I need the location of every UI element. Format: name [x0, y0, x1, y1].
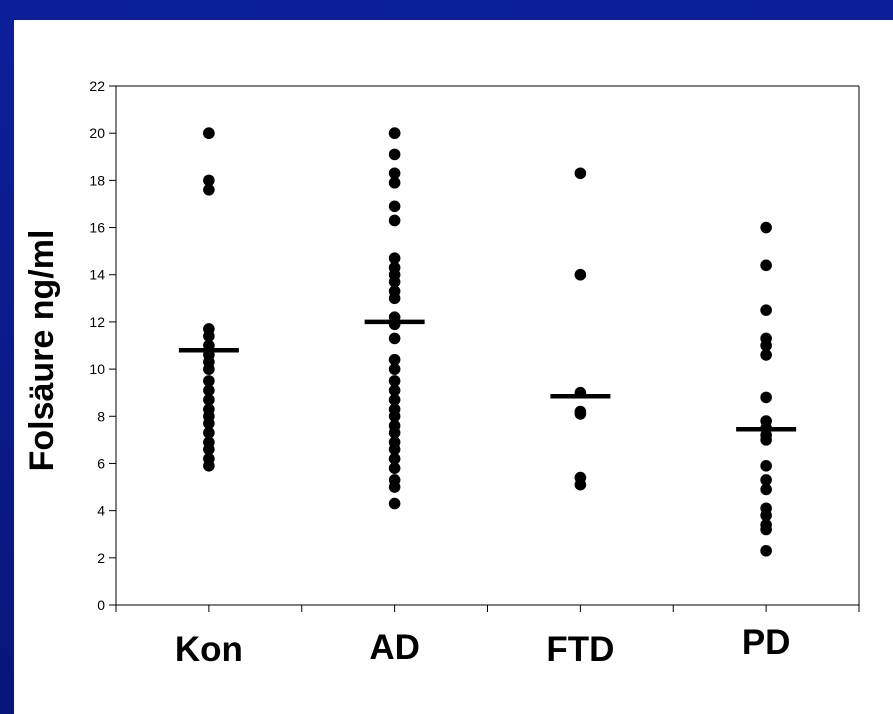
data-point [388, 393, 401, 406]
data-point [203, 184, 215, 196]
data-point [203, 330, 215, 342]
y-tick-label: 4 [97, 503, 105, 519]
data-point [388, 167, 401, 180]
data-point [388, 410, 401, 423]
data-point [760, 509, 772, 522]
data-point [203, 384, 215, 397]
data-point [760, 523, 772, 536]
data-point [760, 391, 772, 404]
data-point [760, 434, 772, 446]
data-point [760, 221, 772, 234]
dot-plot-chart: 0 2 4 6 8 10 12 14 16 18 20 22 Kon AD FTD PD Folsäure … [23, 78, 860, 669]
data-point [760, 349, 772, 361]
data-point [388, 363, 401, 375]
category-label-pd: PD [742, 623, 791, 662]
category-label-ftd: FTD [546, 630, 614, 669]
chart-panel: 0 2 4 6 8 10 12 14 16 18 20 22 Kon AD FTD PD Folsäure … [14, 20, 893, 714]
data-points [203, 127, 772, 557]
data-point [388, 462, 401, 474]
data-point [203, 363, 215, 375]
data-point [574, 167, 587, 180]
y-tick-label: 22 [89, 78, 105, 94]
median-bars [178, 319, 797, 432]
y-tick-label: 8 [97, 408, 105, 424]
data-point [388, 384, 401, 397]
y-tick-label: 12 [89, 314, 105, 330]
data-point [388, 276, 401, 288]
data-point [388, 252, 401, 265]
data-point [760, 483, 772, 496]
data-point [388, 127, 401, 139]
y-ticks: 0 2 4 6 8 10 12 14 16 18 20 22 [89, 78, 116, 613]
data-point [388, 375, 401, 387]
data-point [388, 443, 401, 456]
category-label-kon: Kon [175, 630, 243, 669]
data-point [388, 497, 401, 510]
category-label-ad: AD [369, 628, 420, 667]
data-point [574, 408, 587, 420]
y-tick-label: 10 [89, 361, 105, 377]
data-point [388, 332, 401, 345]
data-point [203, 460, 215, 472]
data-point [203, 443, 215, 456]
data-point [760, 460, 772, 472]
data-point [203, 393, 215, 406]
data-point [388, 353, 401, 366]
data-point [388, 292, 401, 305]
data-point [760, 304, 772, 316]
data-point [760, 544, 772, 557]
y-tick-label: 18 [89, 172, 105, 188]
data-point [574, 478, 587, 491]
y-tick-label: 14 [89, 267, 105, 283]
data-point [388, 148, 401, 161]
data-point [574, 268, 587, 281]
data-point [203, 127, 215, 139]
chart-axes [115, 85, 860, 606]
data-point [203, 174, 215, 187]
data-point [388, 426, 401, 439]
data-point [388, 176, 401, 189]
y-tick-label: 0 [97, 597, 105, 613]
x-ticks: Kon AD FTD PD [115, 605, 860, 669]
data-point [388, 200, 401, 213]
data-point [203, 417, 215, 430]
data-point [388, 481, 401, 493]
data-point [388, 452, 401, 465]
data-point [203, 375, 215, 387]
y-axis-label: Folsäure ng/ml [23, 230, 61, 472]
data-point [388, 214, 401, 227]
y-tick-label: 6 [97, 455, 105, 471]
data-point [760, 474, 772, 486]
data-point [760, 259, 772, 272]
data-point [760, 339, 772, 352]
data-point [203, 426, 215, 439]
y-tick-label: 16 [89, 220, 105, 236]
y-tick-label: 20 [89, 125, 105, 141]
y-tick-label: 2 [97, 550, 105, 566]
